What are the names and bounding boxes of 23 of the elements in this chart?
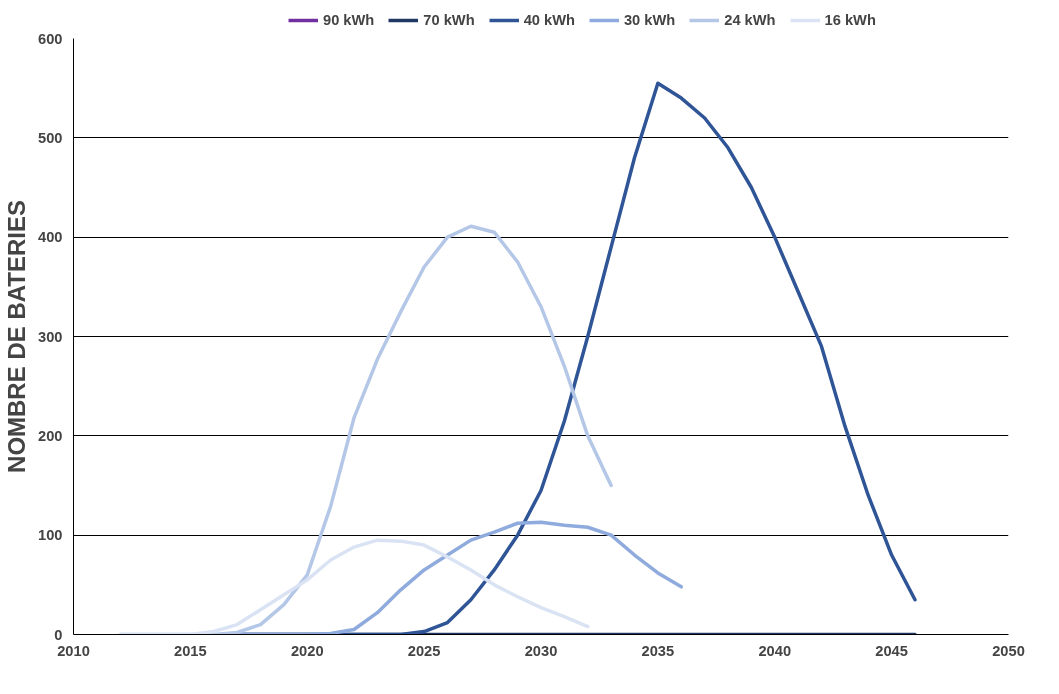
y-tick-label: 300	[38, 328, 63, 345]
legend-label: 30 kWh	[623, 12, 676, 28]
y-tick-label: 400	[38, 229, 63, 246]
legend-label: 16 kWh	[824, 12, 876, 28]
legend-label: 24 kWh	[724, 12, 776, 28]
x-tick-label: 2045	[875, 642, 908, 659]
legend-label: 90 kWh	[323, 12, 375, 28]
legend-label: 70 kWh	[423, 12, 475, 28]
legend-label: 40 kWh	[523, 12, 575, 28]
y-axis-title: NOMBRE DE BATERIES	[3, 200, 31, 473]
x-tick-label: 2040	[758, 642, 792, 659]
x-tick-label: 2035	[641, 642, 675, 659]
x-tick-label: 2030	[524, 642, 558, 659]
x-tick-label: 2025	[407, 642, 441, 659]
y-tick-label: 100	[38, 527, 63, 544]
y-tick-label: 600	[38, 30, 63, 47]
x-tick-label: 2020	[290, 642, 324, 659]
x-tick-label: 2050	[992, 642, 1025, 659]
x-tick-label: 2010	[57, 642, 90, 659]
x-tick-label: 2015	[174, 642, 207, 659]
y-tick-label: 500	[38, 129, 63, 146]
y-tick-label: 0	[54, 626, 63, 643]
y-tick-label: 200	[38, 427, 63, 444]
